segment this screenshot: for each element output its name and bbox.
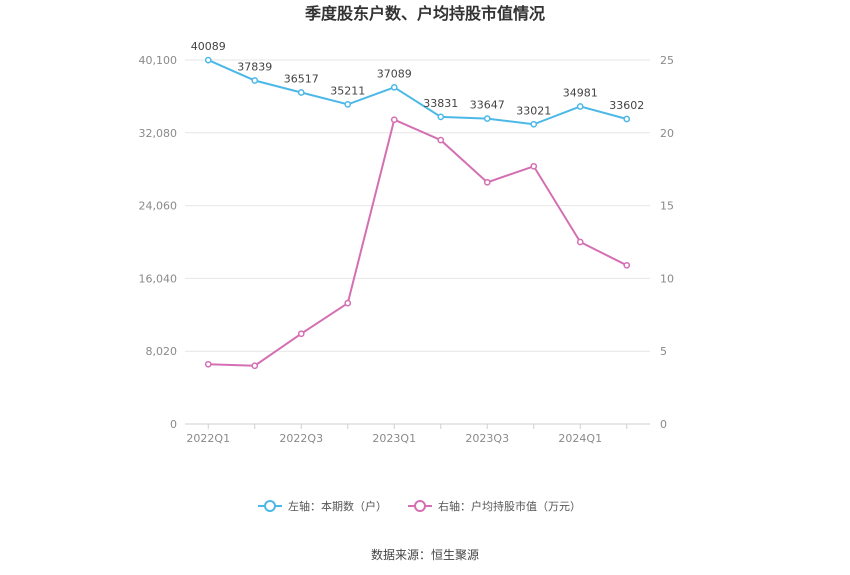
left-tick-label: 8,020: [146, 345, 178, 358]
data-point[interactable]: [623, 261, 631, 269]
data-point[interactable]: [390, 83, 398, 91]
data-label: 37089: [377, 67, 412, 80]
x-axis: 2022Q1 2022Q3 2023Q1 2023Q3 2024Q1: [185, 423, 650, 445]
left-tick-label: 24,060: [139, 200, 178, 213]
right-tick-label: 10: [660, 272, 674, 285]
right-y-axis: 0 5 10 15 20 25: [660, 54, 674, 431]
left-tick-label: 40,100: [139, 54, 178, 67]
data-point[interactable]: [483, 178, 491, 186]
left-tick-label: 16,040: [139, 272, 178, 285]
legend-marker: [264, 500, 276, 512]
data-point[interactable]: [437, 113, 445, 121]
data-label: 36517: [284, 73, 319, 86]
data-point[interactable]: [576, 238, 584, 246]
legend-label: 左轴：本期数（户）: [288, 499, 387, 513]
legend-item-2[interactable]: 右轴：户均持股市值（万元）: [408, 499, 581, 513]
legend-label: 右轴：户均持股市值（万元）: [438, 499, 581, 513]
left-tick-label: 0: [170, 418, 177, 431]
series-1: 40089 37839 36517 35211 37089 33831 33647 33021…: [191, 40, 644, 128]
right-tick-label: 20: [660, 127, 674, 140]
data-label: 33831: [423, 97, 458, 110]
x-tick-label: 2023Q3: [465, 432, 509, 445]
series-line: [207, 59, 628, 126]
legend-item-1[interactable]: 左轴：本期数（户）: [258, 499, 387, 513]
data-point[interactable]: [483, 115, 491, 122]
series-layer: 40089 37839 36517 35211 37089 33831 33647 33021…: [191, 40, 644, 370]
x-tick-label: 2023Q1: [372, 432, 416, 445]
data-source: 数据来源：恒生聚源: [371, 547, 479, 562]
data-point[interactable]: [530, 120, 538, 128]
data-point[interactable]: [297, 330, 305, 338]
x-tick-label: 2022Q3: [279, 432, 323, 445]
data-point[interactable]: [344, 101, 352, 108]
data-point[interactable]: [251, 362, 259, 370]
series-line: [208, 118, 628, 367]
left-tick-label: 32,080: [139, 127, 178, 140]
right-tick-label: 15: [660, 200, 674, 213]
data-point[interactable]: [297, 89, 305, 96]
data-point[interactable]: [623, 115, 631, 123]
data-label: 37839: [237, 61, 272, 74]
data-label: 33647: [470, 99, 505, 112]
right-tick-label: 25: [660, 54, 674, 67]
chart-title: 季度股东户数、户均持股市值情况: [304, 4, 545, 23]
legend-marker: [414, 500, 426, 512]
data-point[interactable]: [390, 116, 398, 124]
data-point[interactable]: [251, 77, 259, 84]
data-point[interactable]: [530, 162, 538, 170]
series-2: [204, 116, 631, 370]
x-tick-label: 2024Q1: [558, 432, 602, 445]
data-label: 33602: [609, 99, 644, 112]
x-tick-label: 2022Q1: [186, 432, 230, 445]
data-label: 35211: [330, 84, 365, 97]
data-point[interactable]: [204, 56, 212, 64]
data-label: 40089: [191, 40, 226, 53]
data-point[interactable]: [437, 136, 445, 144]
left-y-axis: 0 8,020 16,040 24,060 32,080 40,100: [139, 54, 178, 431]
data-point[interactable]: [204, 360, 212, 368]
data-label: 34981: [563, 86, 598, 99]
data-point[interactable]: [576, 103, 584, 110]
data-label: 33021: [516, 104, 551, 117]
legend[interactable]: 左轴：本期数（户） 右轴：户均持股市值（万元）: [258, 499, 581, 513]
data-point[interactable]: [344, 299, 352, 307]
right-tick-label: 5: [660, 345, 667, 358]
right-tick-label: 0: [660, 418, 667, 431]
